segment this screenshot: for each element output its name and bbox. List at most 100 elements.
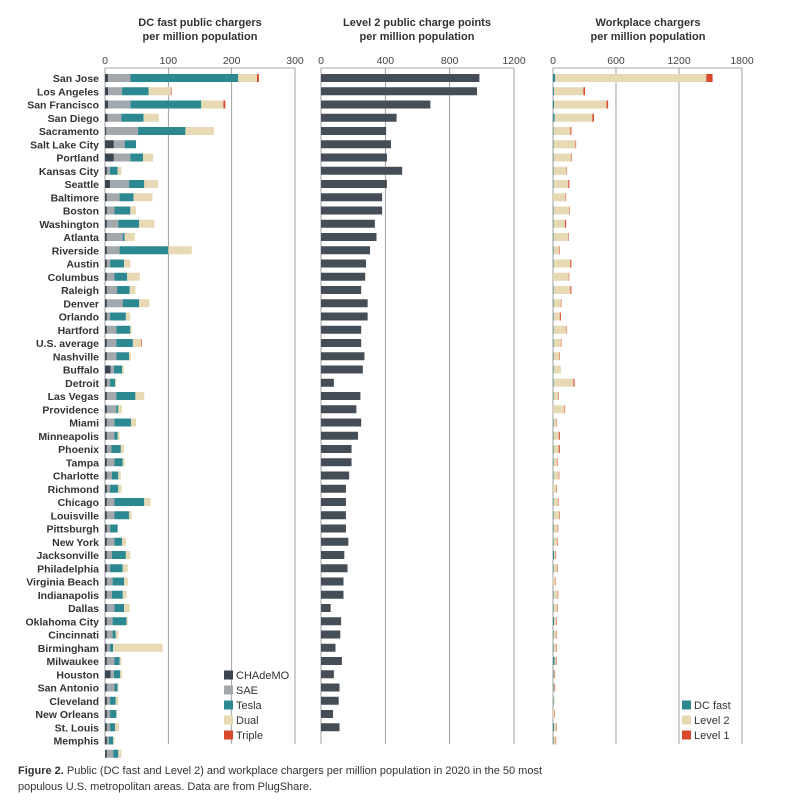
bar-segment: [558, 445, 560, 453]
city-label: Austin: [66, 259, 99, 271]
bar-segment: [133, 193, 153, 202]
bar-segment: [122, 87, 149, 96]
bar-segment: [120, 445, 124, 453]
city-label: Phoenix: [58, 444, 99, 456]
bar-segment: [110, 365, 114, 374]
x-tick-label: 1200: [667, 55, 691, 67]
bar: [321, 286, 362, 294]
bar-segment: [558, 498, 559, 506]
bar-segment: [553, 219, 566, 228]
city-label: Sacramento: [39, 126, 99, 138]
bar-segment: [106, 272, 115, 281]
bar-segment: [106, 551, 112, 559]
city-label: Baltimore: [51, 192, 100, 204]
bar-segment: [555, 736, 557, 745]
bar-segment: [106, 405, 117, 414]
figure-caption: Figure 2. Public (DC fast and Level 2) a…: [18, 763, 578, 795]
bar-segment: [130, 418, 137, 427]
bar-segment: [105, 643, 107, 652]
bar-segment: [105, 392, 107, 400]
bar-segment: [553, 206, 570, 215]
bar-segment: [568, 233, 569, 241]
bar-segment: [553, 180, 569, 188]
bar-segment: [553, 233, 569, 241]
bar-segment: [114, 458, 123, 467]
bar-segment: [565, 219, 567, 228]
bar-segment: [557, 458, 558, 467]
bar: [321, 577, 344, 586]
bar-segment: [556, 418, 557, 427]
bar-segment: [553, 352, 554, 361]
bar-segment: [114, 683, 118, 692]
bar-segment: [553, 683, 555, 692]
city-label: Birmingham: [38, 643, 99, 655]
bar-segment: [105, 74, 109, 82]
bar-segment: [111, 445, 121, 453]
city-label: San Francisco: [27, 100, 99, 112]
bar: [321, 193, 383, 202]
bar-segment: [557, 604, 558, 612]
bar-segment: [129, 180, 145, 188]
bar-segment: [114, 206, 131, 215]
bar-segment: [105, 299, 107, 308]
panel-title: per million population: [143, 31, 258, 43]
bar-segment: [105, 657, 107, 665]
bar-segment: [555, 577, 556, 586]
panel-title: per million population: [591, 31, 706, 43]
bar-segment: [553, 577, 556, 586]
x-tick-label: 0: [102, 55, 108, 67]
bar-segment: [106, 723, 111, 732]
bar: [321, 405, 357, 414]
bar-segment: [553, 352, 560, 361]
bar-segment: [105, 325, 107, 334]
bar-segment: [129, 286, 136, 294]
bar: [321, 113, 397, 122]
bar-segment: [105, 259, 107, 268]
city-label: Miami: [69, 418, 99, 430]
bar: [321, 272, 366, 281]
bar-segment: [553, 431, 559, 440]
bar-segment: [553, 299, 554, 308]
legend-label: Triple: [236, 730, 263, 742]
bar-segment: [116, 405, 119, 414]
bar-segment: [553, 431, 554, 440]
bar-segment: [106, 511, 115, 520]
bar-segment: [553, 166, 567, 175]
bar-segment: [105, 127, 107, 135]
bar: [321, 458, 352, 467]
panel-title: per million population: [360, 31, 475, 43]
bar-segment: [568, 272, 570, 281]
bar-segment: [553, 710, 555, 718]
bar-segment: [554, 87, 584, 96]
bar-segment: [606, 100, 609, 109]
city-label: Providence: [42, 404, 99, 416]
bar-segment: [553, 259, 554, 268]
bar-segment: [559, 246, 560, 255]
bar-segment: [105, 140, 114, 149]
bar-segment: [106, 325, 117, 334]
bar: [321, 657, 342, 665]
bar-segment: [554, 670, 556, 679]
bar-segment: [108, 74, 131, 82]
bar-segment: [112, 630, 116, 639]
city-label: Atlanta: [63, 232, 99, 244]
bar-segment: [135, 392, 145, 400]
bar-segment: [553, 113, 555, 122]
bar-segment: [105, 431, 107, 440]
x-tick-label: 600: [607, 55, 625, 67]
bar: [321, 551, 345, 559]
bar-segment: [110, 643, 114, 652]
bar-segment: [553, 736, 556, 745]
legend-label: DC fast: [694, 700, 731, 712]
bar-segment: [117, 286, 130, 294]
bar-segment: [201, 100, 224, 109]
bar-segment: [553, 657, 555, 665]
bar-segment: [130, 325, 132, 334]
bar-segment: [553, 590, 554, 599]
bar-segment: [557, 564, 558, 573]
bar-segment: [105, 723, 107, 732]
bar-segment: [566, 166, 567, 175]
x-tick-label: 200: [223, 55, 241, 67]
bar-segment: [553, 233, 554, 241]
bar-segment: [553, 564, 554, 573]
